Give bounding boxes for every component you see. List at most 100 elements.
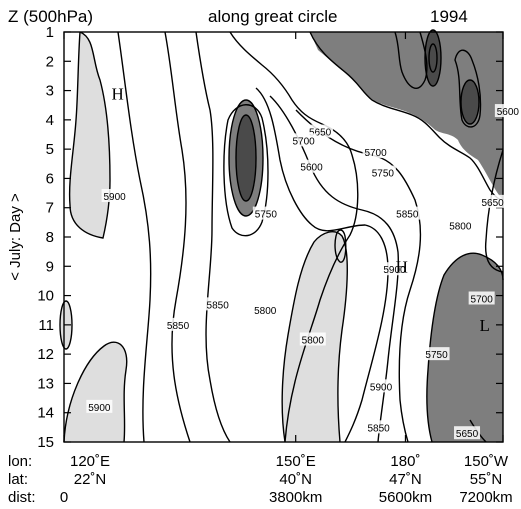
contour-label-text: 5800: [254, 306, 277, 317]
contour-label-text: 5650: [456, 429, 479, 440]
contour-label: 5900: [381, 262, 408, 276]
y-tick-label: 4: [46, 112, 54, 129]
contour-line: [117, 31, 152, 443]
contour-line: [255, 87, 389, 443]
lowest-northeast-cell-a: [425, 30, 441, 86]
contour-label: 5700: [290, 133, 317, 147]
lon-tick-value: 180˚: [390, 453, 420, 470]
y-tick-label: 14: [37, 405, 54, 422]
contour-label-text: 5600: [497, 107, 520, 118]
contour-line: [484, 149, 504, 273]
low-region-northeast: [310, 32, 503, 200]
y-tick-label: 5: [46, 141, 54, 158]
contour-line: [228, 99, 264, 217]
x-tick-marks: [63, 32, 504, 442]
high-marker: H: [396, 257, 408, 276]
contour-line: [428, 43, 438, 73]
x-axis-footer: lon: lat: dist: 120˚E 150˚E 180˚ 150˚W 22˚N 4…: [8, 453, 513, 506]
contour-line: [460, 79, 480, 125]
lat-row-label: lat:: [8, 471, 28, 488]
contour-line: [63, 341, 128, 443]
contour-line: [229, 31, 359, 443]
contour-label-text: 5900: [370, 382, 393, 393]
contour-label-text: 5700: [292, 136, 315, 147]
contour-label: 5600: [298, 159, 325, 174]
contour-label-text: 5900: [383, 265, 406, 276]
contour-label-bg: [369, 165, 396, 179]
y-tick-label: 1: [46, 24, 54, 41]
contour-line: [223, 104, 269, 237]
contour-label-text: 5650: [309, 128, 332, 139]
contour-label-text: 5850: [367, 423, 390, 434]
contour-label: 5750: [423, 347, 450, 361]
lowest-northeast-cell-b: [461, 80, 479, 124]
contour-label-bg: [479, 194, 506, 208]
extrema-layer: H H L: [112, 85, 490, 335]
contour-label-text: 5750: [425, 350, 448, 361]
dist-tick-value: 5600km: [379, 489, 432, 506]
contour-label-text: 5850: [207, 300, 230, 311]
y-tick-label: 11: [38, 317, 54, 334]
lon-row-label: lon:: [8, 453, 32, 470]
contour-label: 5750: [252, 206, 279, 221]
contour-line: [424, 29, 442, 87]
contour-label-bg: [381, 262, 408, 276]
y-tick-label: 6: [46, 170, 54, 187]
lon-tick-value: 150˚E: [276, 453, 316, 470]
contour-label-bg: [454, 426, 481, 440]
contour-label-text: 5900: [88, 403, 111, 414]
contour-line: [281, 231, 348, 443]
contour-label-text: 5800: [302, 336, 325, 347]
y-tick-label: 2: [46, 53, 54, 70]
contour-label: 5800: [252, 303, 279, 317]
contour-label-bg: [494, 104, 521, 118]
contour-label-bg: [365, 420, 392, 434]
contour-label-bg: [290, 133, 317, 147]
contour-label-text: 5600: [300, 163, 323, 174]
dist-tick-value: 7200km: [459, 489, 512, 506]
contour-line: [295, 109, 422, 443]
contour-label-bg: [101, 189, 128, 202]
contour-label-bg: [86, 399, 113, 413]
contour-label-bg: [394, 206, 421, 220]
contour-label-bg: [252, 303, 279, 317]
contour-label: 5850: [165, 317, 192, 332]
high-region-southwest: [64, 342, 127, 442]
footer-tick-values: 120˚E 150˚E 180˚ 150˚W 22˚N 40˚N 47˚N 55˚N 0 3800…: [60, 453, 513, 506]
contour-line: [68, 31, 111, 239]
contour-label-bg: [204, 297, 231, 311]
contour-label-text: 5700: [364, 148, 387, 159]
chart-title-description: along great circle: [208, 7, 337, 26]
contour-label-bg: [299, 332, 326, 346]
y-tick-label: 10: [37, 288, 54, 305]
lon-tick-value: 150˚W: [464, 453, 509, 470]
dist-tick-value: 0: [60, 489, 68, 506]
contour-label: 5650: [479, 194, 506, 209]
contour-label-text: 5850: [396, 210, 419, 221]
contour-label: 5900: [101, 189, 128, 203]
contour-label: 5850: [365, 420, 392, 434]
lon-tick-value: 120˚E: [70, 453, 110, 470]
y-tick-label: 3: [46, 83, 54, 100]
y-tick-label: 12: [37, 346, 54, 363]
contour-label-text: 5700: [471, 295, 494, 306]
contour-label: 5600: [494, 104, 521, 118]
lat-tick-value: 47˚N: [389, 471, 422, 488]
chart-title-year: 1994: [430, 7, 468, 26]
contour-label-bg: [362, 145, 389, 159]
contour-layer: [59, 29, 504, 443]
y-tick-label: 8: [46, 229, 54, 246]
contour-label-text: 5800: [449, 221, 472, 232]
contour-label-text: 5650: [482, 198, 505, 209]
high-region-west: [69, 32, 110, 238]
contour-label: 5750: [369, 165, 396, 180]
dist-row-label: dist:: [8, 489, 36, 506]
contour-label: 5900: [368, 379, 395, 393]
contour-label: 5850: [204, 297, 231, 311]
contour-line: [394, 31, 428, 89]
contour-label: 5650: [454, 426, 481, 440]
y-axis-label: < July: Day >: [7, 193, 24, 281]
low-marker: L: [480, 316, 490, 335]
